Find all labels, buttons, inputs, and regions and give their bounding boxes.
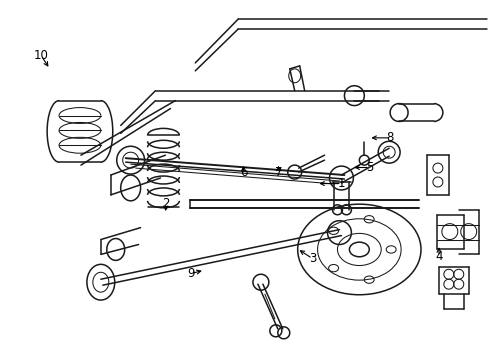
Text: 8: 8 [386, 131, 393, 144]
Text: 10: 10 [34, 49, 49, 62]
Text: 2: 2 [162, 197, 169, 210]
Text: 4: 4 [434, 250, 442, 263]
Text: 6: 6 [239, 166, 247, 179]
Text: 3: 3 [308, 252, 316, 265]
Text: 9: 9 [187, 267, 194, 280]
Text: 5: 5 [366, 161, 373, 174]
Text: 1: 1 [337, 177, 345, 190]
Text: 7: 7 [274, 166, 282, 179]
